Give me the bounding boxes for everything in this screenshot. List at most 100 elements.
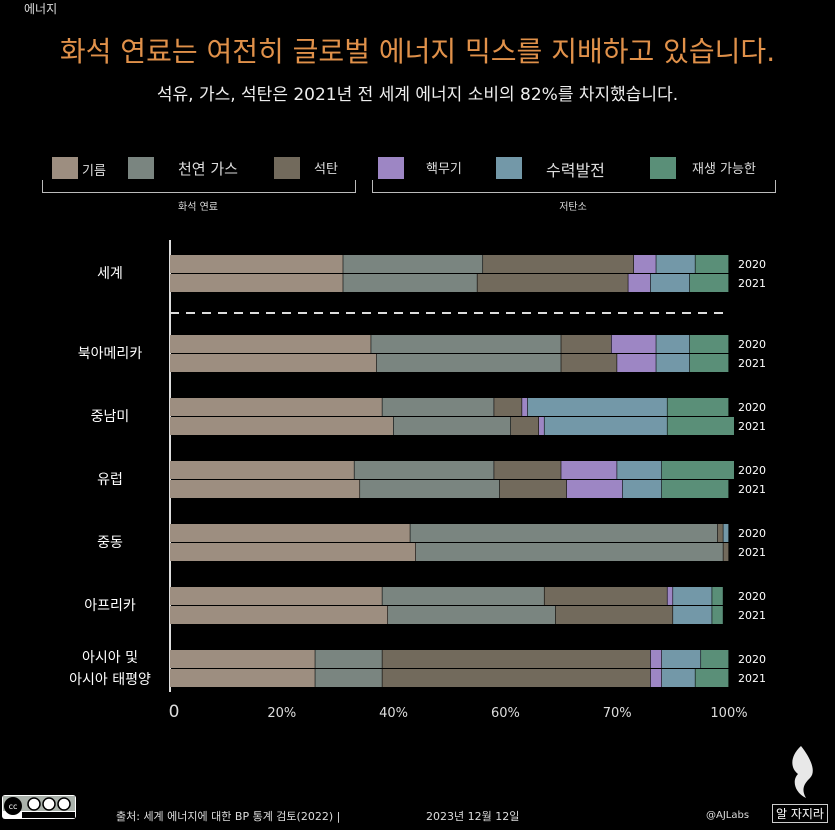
bar-segment bbox=[667, 587, 673, 605]
bar-segment bbox=[170, 543, 416, 561]
region-label: 중남미 bbox=[91, 409, 130, 425]
region-label: 세계 bbox=[97, 266, 123, 282]
year-label: 2021 bbox=[738, 277, 766, 290]
bar-segment bbox=[170, 255, 343, 273]
bar-segment bbox=[712, 587, 723, 605]
bar-segment bbox=[170, 669, 315, 687]
bar-segment bbox=[633, 255, 656, 273]
bar-segment bbox=[170, 354, 377, 372]
year-label: 2021 bbox=[738, 483, 766, 496]
year-label: 2021 bbox=[738, 420, 766, 433]
x-tick-label: 0 bbox=[169, 702, 180, 722]
bar-segment bbox=[650, 274, 690, 292]
legend-swatch-gas bbox=[128, 157, 154, 179]
bar-segment bbox=[499, 480, 567, 498]
chart-title: 화석 연료는 여전히 글로벌 에너지 믹스를 지배하고 있습니다. bbox=[59, 35, 776, 68]
bar-segment bbox=[611, 335, 656, 353]
year-label: 2020 bbox=[738, 258, 766, 271]
bar-segment bbox=[360, 480, 500, 498]
x-tick-label: 20% bbox=[267, 706, 296, 721]
year-label: 2020 bbox=[738, 590, 766, 603]
legend-label-nuclear: 핵무기 bbox=[426, 162, 462, 177]
bar-segment bbox=[382, 587, 544, 605]
bar-segment bbox=[343, 255, 483, 273]
x-tick-label: 100% bbox=[710, 706, 747, 721]
bar-segment bbox=[415, 543, 723, 561]
x-tick-label: 40% bbox=[379, 706, 408, 721]
bar-segment bbox=[170, 650, 315, 668]
region-label: 중동 bbox=[97, 535, 123, 551]
bar-segment bbox=[494, 461, 561, 479]
creative-commons-badge: cc bbox=[2, 795, 76, 823]
bar-segment bbox=[656, 335, 690, 353]
bar-segment bbox=[170, 274, 343, 292]
year-label: 2020 bbox=[738, 401, 766, 414]
bar-segment bbox=[371, 335, 561, 353]
year-label: 2021 bbox=[738, 546, 766, 559]
bar-segment bbox=[717, 524, 723, 542]
legend-group-fossil-label: 화석 연료 bbox=[178, 202, 218, 213]
legend-group-lowcarbon-bracket bbox=[372, 180, 776, 193]
year-label: 2021 bbox=[738, 672, 766, 685]
year-label: 2020 bbox=[738, 338, 766, 351]
bar-segment bbox=[617, 354, 656, 372]
brand-label: 알 자지라 bbox=[772, 804, 828, 823]
bar-segment bbox=[661, 650, 701, 668]
bar-segment bbox=[661, 669, 695, 687]
x-tick-label: 70% bbox=[603, 706, 632, 721]
legend-swatch-coal bbox=[274, 157, 300, 179]
bar-segment bbox=[170, 524, 410, 542]
bar-segment bbox=[561, 335, 612, 353]
bar-segment bbox=[673, 587, 712, 605]
bar-segment bbox=[689, 335, 729, 353]
bar-segment bbox=[689, 354, 729, 372]
bar-segment bbox=[388, 606, 556, 624]
date-text: 2023년 12월 12일 bbox=[426, 810, 520, 823]
bar-segment bbox=[170, 417, 393, 435]
bar-segment bbox=[477, 274, 628, 292]
chart-subtitle: 석유, 가스, 석탄은 2021년 전 세계 에너지 소비의 82%를 차지했습… bbox=[156, 85, 679, 105]
bar-segment bbox=[566, 480, 623, 498]
bar-segment bbox=[315, 669, 382, 687]
legend-label-coal: 석탄 bbox=[314, 162, 338, 177]
bar-segment bbox=[617, 461, 662, 479]
bar-segment bbox=[673, 606, 712, 624]
year-label: 2020 bbox=[738, 464, 766, 477]
bar-segment bbox=[354, 461, 494, 479]
legend-label-renewables: 재생 가능한 bbox=[692, 162, 756, 177]
bar-segment bbox=[527, 398, 667, 416]
svg-text:cc: cc bbox=[9, 802, 18, 811]
bar-segment bbox=[712, 606, 723, 624]
bar-segment bbox=[622, 480, 662, 498]
legend-swatch-nuclear bbox=[378, 157, 404, 179]
year-label: 2021 bbox=[738, 357, 766, 370]
topic-label: 에너지 bbox=[24, 2, 58, 16]
bar-segment bbox=[661, 480, 729, 498]
bar-segment bbox=[723, 524, 729, 542]
bar-segment bbox=[723, 543, 729, 561]
region-label: 아시아 태평양 bbox=[69, 672, 151, 688]
legend-swatch-oil bbox=[52, 157, 78, 179]
bar-segment bbox=[656, 255, 695, 273]
bar-segment bbox=[538, 417, 544, 435]
bar-segment bbox=[483, 255, 634, 273]
region-label: 아프리카 bbox=[84, 598, 136, 614]
bar-segment bbox=[544, 417, 667, 435]
bar-segment bbox=[343, 274, 477, 292]
bar-segment bbox=[170, 335, 371, 353]
legend-label-hydro: 수력발전 bbox=[546, 161, 605, 180]
legend-label-oil: 기름 bbox=[82, 164, 106, 179]
bar-segment bbox=[661, 461, 734, 479]
legend-group-fossil-bracket bbox=[42, 180, 356, 193]
legend-group-lowcarbon-label: 저탄소 bbox=[559, 202, 587, 213]
bar-segment bbox=[695, 669, 729, 687]
bar-segment bbox=[561, 354, 617, 372]
bar-segment bbox=[393, 417, 511, 435]
year-label: 2020 bbox=[738, 653, 766, 666]
bar-segment bbox=[555, 606, 673, 624]
bar-segment bbox=[650, 669, 662, 687]
source-text: 출처: 세계 에너지에 대한 BP 통계 검토(2022) | bbox=[116, 810, 341, 823]
legend-label-gas: 천연 가스 bbox=[178, 160, 238, 178]
bar-segment bbox=[382, 398, 494, 416]
